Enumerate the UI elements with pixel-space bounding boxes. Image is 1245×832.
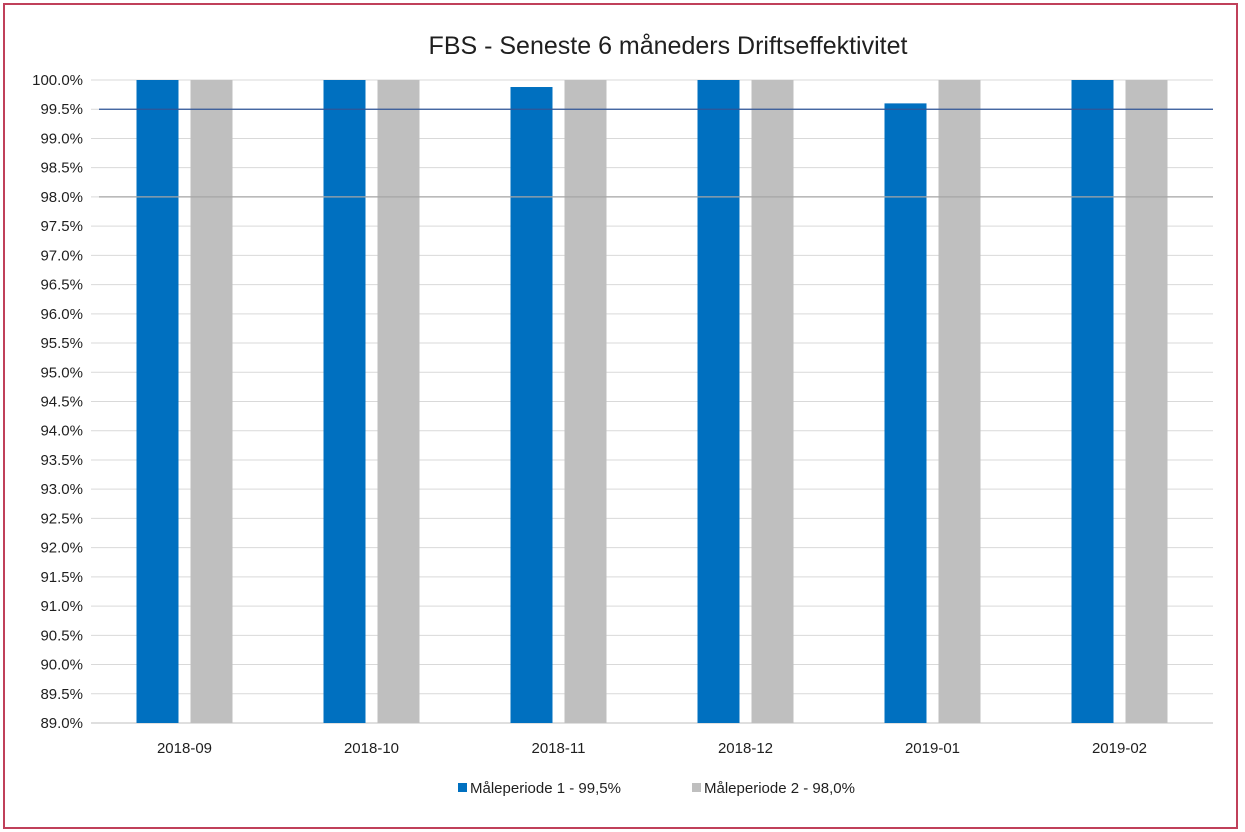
bar-2 — [751, 80, 794, 723]
y-tick-label: 95.0% — [40, 364, 83, 381]
x-tick-label: 2018-09 — [157, 740, 212, 757]
y-tick-label: 92.5% — [40, 510, 83, 527]
y-tick-label: 99.5% — [40, 101, 83, 118]
legend-swatch — [692, 783, 701, 792]
x-tick-label: 2018-12 — [718, 740, 773, 757]
gridlines — [91, 79, 1213, 724]
y-tick-label: 89.5% — [40, 686, 83, 703]
x-tick-label: 2018-11 — [532, 740, 586, 757]
legend-label: Måleperiode 2 - 98,0% — [704, 780, 855, 797]
y-tick-label: 97.5% — [40, 218, 83, 235]
bar-1 — [884, 103, 927, 723]
x-tick-label: 2018-10 — [344, 740, 399, 757]
y-tick-label: 98.0% — [40, 189, 83, 206]
bars — [136, 80, 1168, 724]
x-tick-label: 2019-02 — [1092, 740, 1147, 757]
bar-2 — [564, 80, 607, 723]
y-tick-label: 95.5% — [40, 335, 83, 352]
y-axis-ticks: 89.0% 89.5% 90.0% 90.5% 91.0% 91.5% 92.0% 92.5%… — [32, 72, 83, 732]
y-tick-label: 90.0% — [40, 657, 83, 674]
y-tick-label: 99.0% — [40, 130, 83, 147]
y-tick-label: 94.5% — [40, 394, 83, 411]
legend-label: Måleperiode 1 - 99,5% — [470, 780, 621, 797]
bar-2 — [1125, 80, 1168, 723]
bar-1 — [510, 87, 553, 724]
y-tick-label: 98.5% — [40, 160, 83, 177]
y-tick-label: 91.0% — [40, 598, 83, 615]
reference-lines — [99, 108, 1213, 198]
bar-1 — [323, 80, 366, 723]
y-tick-label: 91.5% — [40, 569, 83, 586]
y-tick-label: 100.0% — [32, 72, 83, 89]
y-tick-label: 96.0% — [40, 306, 83, 323]
y-tick-label: 94.0% — [40, 423, 83, 440]
y-tick-label: 89.0% — [40, 715, 83, 732]
bar-2 — [190, 80, 233, 723]
y-tick-label: 93.0% — [40, 481, 83, 498]
x-axis-ticks: 2018-09 2018-10 2018-11 2018-12 2019-01 2019-… — [157, 740, 1147, 757]
bar-1 — [1071, 80, 1114, 723]
y-tick-label: 97.0% — [40, 247, 83, 264]
y-tick-label: 92.0% — [40, 540, 83, 557]
y-tick-label: 96.5% — [40, 277, 83, 294]
bar-1 — [136, 80, 179, 723]
chart-title: FBS - Seneste 6 måneders Driftseffektivi… — [429, 32, 908, 60]
legend: Måleperiode 1 - 99,5% Måleperiode 2 - 98,… — [458, 780, 855, 797]
x-tick-label: 2019-01 — [905, 740, 960, 757]
bar-2 — [938, 80, 981, 723]
bar-1 — [697, 80, 740, 723]
legend-swatch — [458, 783, 467, 792]
y-tick-label: 93.5% — [40, 452, 83, 469]
bar-2 — [377, 80, 420, 723]
y-tick-label: 90.5% — [40, 627, 83, 644]
